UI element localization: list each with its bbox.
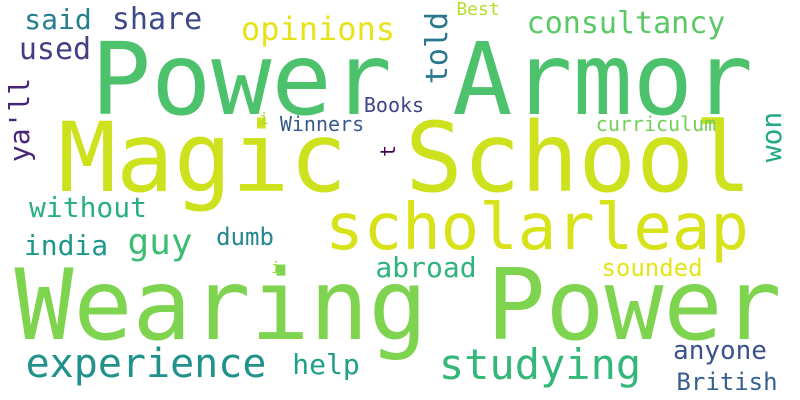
word-scholarleap: scholarleap <box>325 191 749 265</box>
word-curriculum: curriculum <box>595 112 717 136</box>
word-experience: experience <box>25 341 267 387</box>
word-said: said <box>24 3 92 36</box>
word-anyone: anyone <box>673 336 767 366</box>
word-magic-school: Magic School <box>58 102 752 214</box>
word-guy: guy <box>127 222 193 263</box>
word-british: British <box>676 368 778 396</box>
word-sounded: sounded <box>601 254 703 282</box>
word-t: t <box>376 144 400 158</box>
word-opinions: opinions <box>240 10 396 48</box>
word-power-armor: Power Armor <box>90 21 754 138</box>
word-i-2: i <box>271 258 281 277</box>
word-dumb: dumb <box>216 223 274 251</box>
word-told: told <box>420 11 455 85</box>
word-without: without <box>28 191 148 224</box>
word-consultancy: consultancy <box>526 6 726 41</box>
word-abroad: abroad <box>375 251 477 284</box>
word-won: won <box>755 111 788 163</box>
word-wearing-power: Wearing Power <box>14 249 782 363</box>
word-best: Best <box>456 0 500 20</box>
word-help: help <box>292 348 360 381</box>
word-books: Books <box>363 93 425 117</box>
word-india: india <box>23 229 109 262</box>
word-i-1: i <box>259 109 269 128</box>
word-studying: studying <box>438 340 642 389</box>
word-share: share <box>111 2 203 37</box>
word-winners: Winners <box>279 112 365 136</box>
word-yall: ya'll <box>3 77 36 163</box>
word-used: used <box>18 32 92 67</box>
